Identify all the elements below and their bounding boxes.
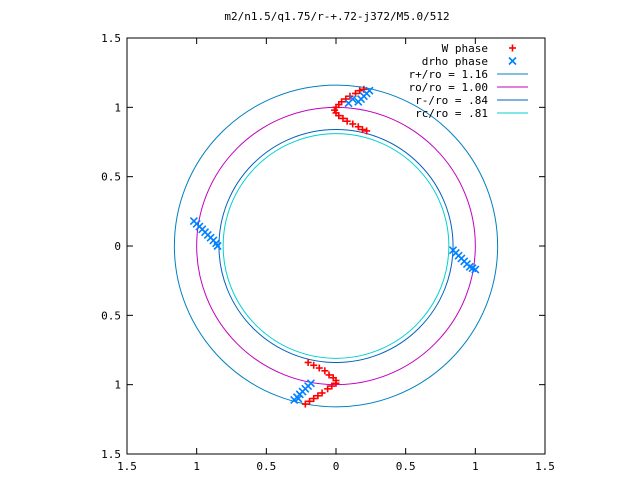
- w-phase-point: [354, 123, 362, 131]
- w-phase-point: [310, 395, 318, 403]
- x-tick-label: 0: [333, 460, 340, 473]
- w-phase-point: [339, 114, 347, 122]
- y-tick-label: 1.5: [101, 32, 121, 45]
- w-phase-point: [315, 364, 323, 372]
- legend-label: W phase: [442, 42, 488, 55]
- w-phase-point: [356, 87, 364, 95]
- circle-1-16: [173, 84, 499, 408]
- drho-phase-point: [213, 241, 222, 251]
- w-phase-point: [358, 126, 366, 134]
- legend-label: drho phase: [422, 55, 488, 68]
- w-phase-point: [343, 117, 351, 125]
- drho-phase-point: [348, 94, 357, 104]
- w-phase-point: [306, 397, 314, 405]
- w-phase-point: [318, 389, 326, 397]
- w-phase-point: [349, 120, 357, 128]
- x-tick-label: 0.5: [256, 460, 276, 473]
- drho-phase-point: [354, 97, 363, 106]
- w-phase-point: [314, 392, 322, 400]
- chart-title: m2/n1.5/q1.75/r-+.72-j372/M5.0/512: [224, 10, 449, 23]
- w-phase-point: [310, 361, 318, 369]
- w-phase-point: [321, 367, 329, 375]
- x-tick-label: 1: [193, 460, 200, 473]
- point-series: [189, 85, 480, 408]
- w-phase-point: [363, 127, 371, 135]
- legend-marker: [509, 44, 516, 52]
- w-phase-point: [325, 371, 333, 379]
- legend-label: ro/ro = 1.00: [409, 81, 488, 94]
- w-phase-point: [301, 400, 309, 408]
- legend-marker: [508, 56, 517, 66]
- w-phase-point: [328, 382, 336, 390]
- w-phase-point: [304, 358, 312, 366]
- x-tick-label: 1.5: [535, 460, 555, 473]
- circle-series: [173, 84, 499, 408]
- circle-0-81: [222, 133, 450, 359]
- w-phase-point: [324, 385, 332, 393]
- w-phase-point: [335, 112, 343, 120]
- y-tick-label: 1: [114, 379, 121, 392]
- y-tick-label: 1: [114, 101, 121, 114]
- x-tick-label: 0.5: [396, 460, 416, 473]
- y-tick-label: 0.5: [101, 309, 121, 322]
- x-tick-label: 1.5: [117, 460, 137, 473]
- drho-phase-point: [365, 86, 374, 95]
- legend-label: rc/ro = .81: [415, 107, 488, 120]
- y-tick-label: 0: [114, 240, 121, 253]
- drho-phase-point: [294, 394, 303, 403]
- drho-phase-point: [471, 265, 480, 274]
- w-phase-point: [332, 379, 340, 387]
- legend-label: r-/ro = .84: [415, 94, 488, 107]
- x-tick-label: 1: [472, 460, 479, 473]
- circle-1: [196, 106, 476, 386]
- circle-0-84: [218, 129, 454, 363]
- axis-ticks: 1.5 1 0.5 0 0.5 1 1.51.510.500.511.5: [101, 32, 555, 473]
- y-tick-label: 0.5: [101, 171, 121, 184]
- legend-label: r+/ro = 1.16: [409, 68, 488, 81]
- y-tick-label: 1.5: [101, 448, 121, 461]
